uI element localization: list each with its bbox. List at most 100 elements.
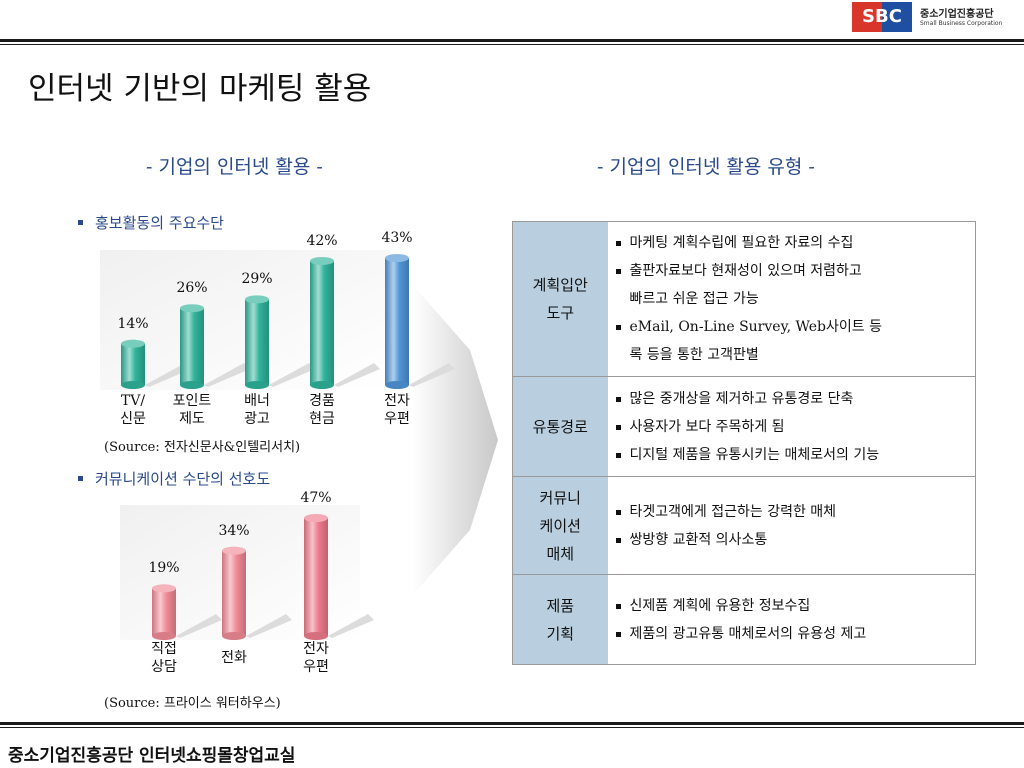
chart2-heading: 커뮤니케이션 수단의 선호도 — [78, 468, 270, 489]
chart1-value-label: 42% — [306, 232, 338, 249]
bar-body — [152, 588, 176, 636]
logo-name-en: Small Business Corporation — [920, 20, 1003, 27]
header-rule-thin — [0, 44, 1024, 45]
list-item: 제품의 광고유통 매체로서의 유용성 제고 — [614, 620, 970, 648]
list-item-text: eMail, On-Line Survey, Web사이트 등 — [629, 319, 882, 335]
bullet-square-icon — [615, 509, 621, 515]
chart1-category-label: TV/신문 — [103, 392, 163, 428]
bar-shadow — [176, 614, 222, 638]
category-label-line: 상담 — [151, 659, 177, 675]
list-item: 쌍방향 교환적 의사소통 — [614, 526, 970, 554]
bar-body — [121, 343, 145, 385]
chart2-value-label: 47% — [300, 490, 332, 506]
bar-cap — [245, 295, 269, 304]
chart1-category-label: 전자 우편 — [367, 392, 427, 428]
table-category-cell: 커뮤니 케이션 매체 — [512, 476, 608, 575]
bar-body — [304, 518, 328, 636]
bar-body — [310, 260, 334, 385]
category-label-line: 신문 — [120, 411, 146, 427]
bullet-square-icon — [615, 241, 621, 246]
category-label-line: 전화 — [221, 650, 247, 666]
chart1-bar — [310, 256, 380, 389]
category-text-line: 제품 — [546, 596, 575, 615]
chart2-bar — [304, 514, 374, 640]
footer-rule-thin — [0, 727, 1024, 728]
bar-body — [245, 299, 269, 385]
chart2-bar — [152, 584, 222, 640]
bar-base — [245, 381, 269, 389]
chart2-title: 커뮤니케이션 수단의 선호도 — [95, 470, 271, 488]
chart1-title: 홍보활동의 주요수단 — [95, 214, 224, 232]
chart1-heading: 홍보활동의 주요수단 — [78, 212, 224, 233]
chart1-bar — [385, 254, 455, 389]
bar-base — [310, 381, 334, 389]
right-section-title: - 기업의 인터넷 활용 유형 - — [597, 156, 815, 178]
bar-shadow — [145, 363, 191, 387]
list-item-text: 신제품 계획에 유용한 정보수집 — [629, 597, 811, 614]
bar-body — [222, 550, 246, 636]
list-item: 디지털 제품을 유통시키는 매체로서의 기능 — [614, 441, 970, 469]
bullet-square-icon — [615, 269, 621, 274]
bar-base — [222, 632, 246, 640]
list-item-text: 록 등을 통한 고객판별 — [629, 347, 759, 363]
list-item: 신제품 계획에 유용한 정보수집 — [614, 592, 970, 620]
list-item: 사용자가 보다 주목하게 됨 — [614, 413, 970, 441]
left-section-title: - 기업의 인터넷 활용 - — [146, 156, 323, 178]
chart2-category-label: 전화 — [204, 649, 264, 667]
chart1-bar — [245, 295, 315, 389]
bullet-square-icon — [615, 424, 621, 430]
category-text-line: 유통경로 — [532, 417, 588, 436]
category-label-line: 포인트 — [172, 393, 212, 409]
chart2-value-label: 34% — [218, 522, 250, 539]
chart1-value-label: 43% — [381, 230, 413, 246]
list-item-text: 마케팅 계획수립에 필요한 자료의 수집 — [629, 235, 854, 251]
logo-abbr: SBC — [862, 6, 902, 27]
category-text-line: 기획 — [546, 624, 575, 643]
bar-cap — [152, 584, 176, 593]
category-text-line: 계획입안 — [532, 276, 588, 294]
chart1-category-label: 배너 광고 — [227, 392, 287, 428]
bar-shadow — [328, 614, 374, 638]
logo-name-kr: 중소기업진흥공단 — [920, 9, 994, 20]
bar-base — [152, 632, 176, 640]
footer-text: 중소기업진흥공단 인터넷쇼핑몰창업교실 — [8, 746, 296, 766]
table-items-cell: 타겟고객에게 접근하는 강력한 매체 쌍방향 교환적 의사소통 — [607, 476, 976, 575]
sbc-logo: SBC 중소기업진흥공단 Small Business Corporation — [852, 2, 1022, 38]
table-category-cell: 유통경로 — [512, 376, 608, 477]
chart1-bar — [121, 339, 191, 389]
bar-cap — [121, 339, 145, 348]
list-item-text: 빠르고 쉬운 접근 가능 — [629, 291, 759, 307]
bullet-square-icon — [78, 475, 83, 481]
category-label-line: 전자 — [303, 641, 329, 657]
table-row: 커뮤니 케이션 매체 타겟고객에게 접근하는 강력한 매체 쌍방향 교환적 의사소통 — [512, 476, 976, 575]
category-label-line: 직접 — [151, 641, 177, 657]
chart2-source: (Source: 프라이스 워터하우스) — [104, 696, 281, 711]
category-text-line: 매체 — [546, 544, 575, 563]
page-title: 인터넷 기반의 마케팅 활용 — [28, 71, 372, 107]
list-item-text: 많은 중개상을 제거하고 유통경로 단축 — [629, 390, 854, 407]
bullet-square-icon — [615, 537, 621, 543]
bar-shadow — [204, 363, 250, 387]
chart1-source: (Source: 전자신문사&인텔리서치) — [104, 440, 301, 455]
chart1-category-label: 경품 현금 — [292, 392, 352, 428]
list-item-text: 디지털 제품을 유통시키는 매체로서의 기능 — [629, 446, 880, 463]
bar-base — [121, 381, 145, 389]
list-item: 마케팅 계획수립에 필요한 자료의 수집 — [614, 229, 970, 257]
chart1-value-label: 29% — [241, 271, 273, 288]
list-item-text: 쌍방향 교환적 의사소통 — [629, 531, 768, 548]
list-item-text: 출판자료보다 현재성이 있으며 저렴하고 — [629, 263, 862, 279]
bar-cap — [385, 254, 409, 262]
category-label-line: 제도 — [179, 411, 205, 427]
logo-mark-blue — [882, 2, 912, 32]
category-label-line: TV/ — [120, 393, 146, 409]
category-label-line: 배너 — [244, 393, 270, 409]
bar-body — [385, 258, 409, 385]
flow-arrow-shape — [412, 284, 498, 596]
category-text-line: 도구 — [546, 304, 575, 322]
